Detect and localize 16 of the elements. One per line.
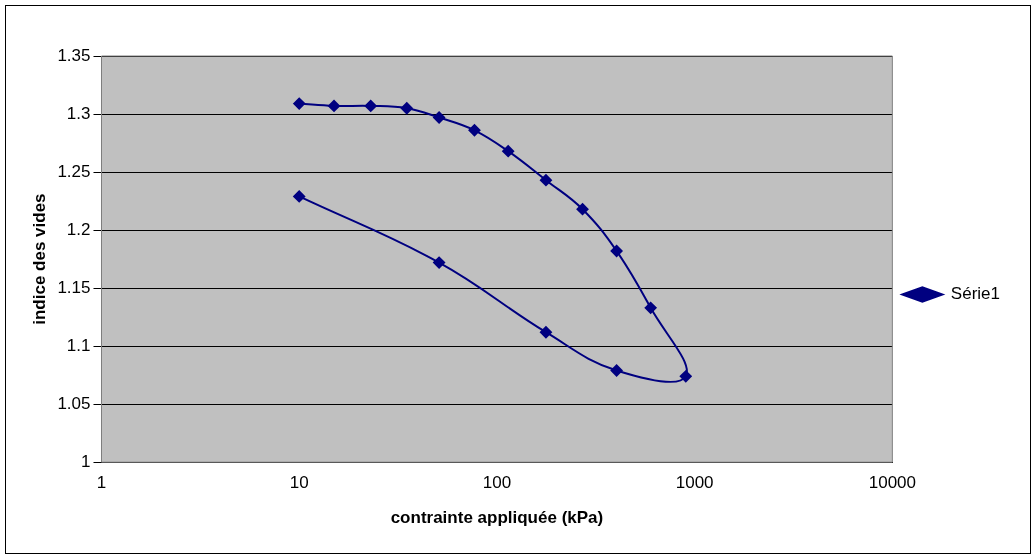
x-tick-label: 10: [289, 473, 309, 493]
y-axis-title: indice des vides: [29, 193, 49, 325]
y-tick-label: 1.25: [57, 161, 91, 181]
x-tick-label: 1: [96, 473, 107, 493]
x-tick-label: 100: [482, 473, 512, 493]
x-axis-title: contrainte appliquée (kPa): [390, 508, 604, 528]
x-tick-label: 1000: [675, 473, 714, 493]
y-tick-label: 1.3: [66, 103, 91, 123]
y-tick-label: 1.35: [57, 45, 91, 65]
y-tick-label: 1.05: [57, 393, 91, 413]
y-tick-label: 1.1: [66, 335, 91, 355]
y-tick-label: 1: [81, 451, 91, 471]
y-tick-label: 1.15: [57, 277, 91, 297]
x-tick-label: 10000: [868, 473, 916, 493]
y-tick-label: 1.2: [66, 219, 91, 239]
legend-label: Série1: [950, 284, 1000, 304]
